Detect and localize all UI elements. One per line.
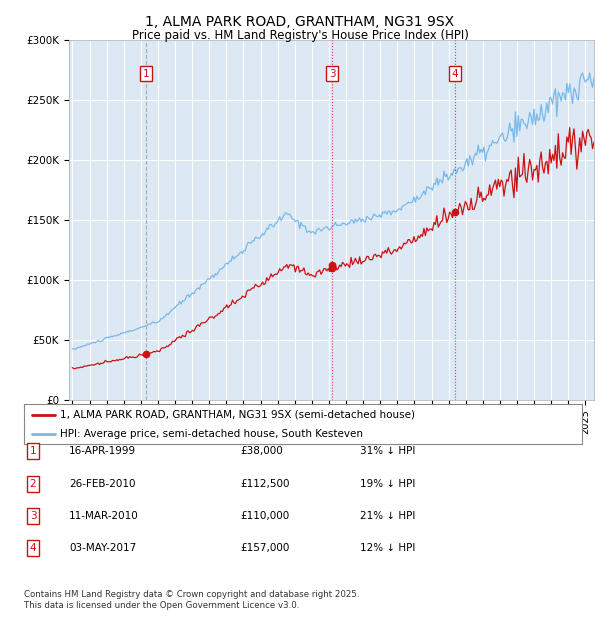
Text: 16-APR-1999: 16-APR-1999 — [69, 446, 136, 456]
Text: £112,500: £112,500 — [240, 479, 290, 489]
Text: 19% ↓ HPI: 19% ↓ HPI — [360, 479, 415, 489]
Text: £157,000: £157,000 — [240, 543, 289, 553]
Text: 3: 3 — [329, 69, 335, 79]
Text: 26-FEB-2010: 26-FEB-2010 — [69, 479, 136, 489]
Text: Contains HM Land Registry data © Crown copyright and database right 2025.
This d: Contains HM Land Registry data © Crown c… — [24, 590, 359, 609]
Text: 3: 3 — [29, 511, 37, 521]
Text: 4: 4 — [29, 543, 37, 553]
Text: 1, ALMA PARK ROAD, GRANTHAM, NG31 9SX: 1, ALMA PARK ROAD, GRANTHAM, NG31 9SX — [145, 16, 455, 30]
Text: Price paid vs. HM Land Registry's House Price Index (HPI): Price paid vs. HM Land Registry's House … — [131, 29, 469, 42]
Text: 31% ↓ HPI: 31% ↓ HPI — [360, 446, 415, 456]
Text: 4: 4 — [452, 69, 458, 79]
Text: 2: 2 — [29, 479, 37, 489]
Text: HPI: Average price, semi-detached house, South Kesteven: HPI: Average price, semi-detached house,… — [60, 429, 363, 439]
Text: 1, ALMA PARK ROAD, GRANTHAM, NG31 9SX (semi-detached house): 1, ALMA PARK ROAD, GRANTHAM, NG31 9SX (s… — [60, 409, 415, 420]
Text: £110,000: £110,000 — [240, 511, 289, 521]
Text: 11-MAR-2010: 11-MAR-2010 — [69, 511, 139, 521]
Text: 12% ↓ HPI: 12% ↓ HPI — [360, 543, 415, 553]
Text: £38,000: £38,000 — [240, 446, 283, 456]
Text: 03-MAY-2017: 03-MAY-2017 — [69, 543, 136, 553]
Text: 21% ↓ HPI: 21% ↓ HPI — [360, 511, 415, 521]
Text: 1: 1 — [142, 69, 149, 79]
Text: 1: 1 — [29, 446, 37, 456]
